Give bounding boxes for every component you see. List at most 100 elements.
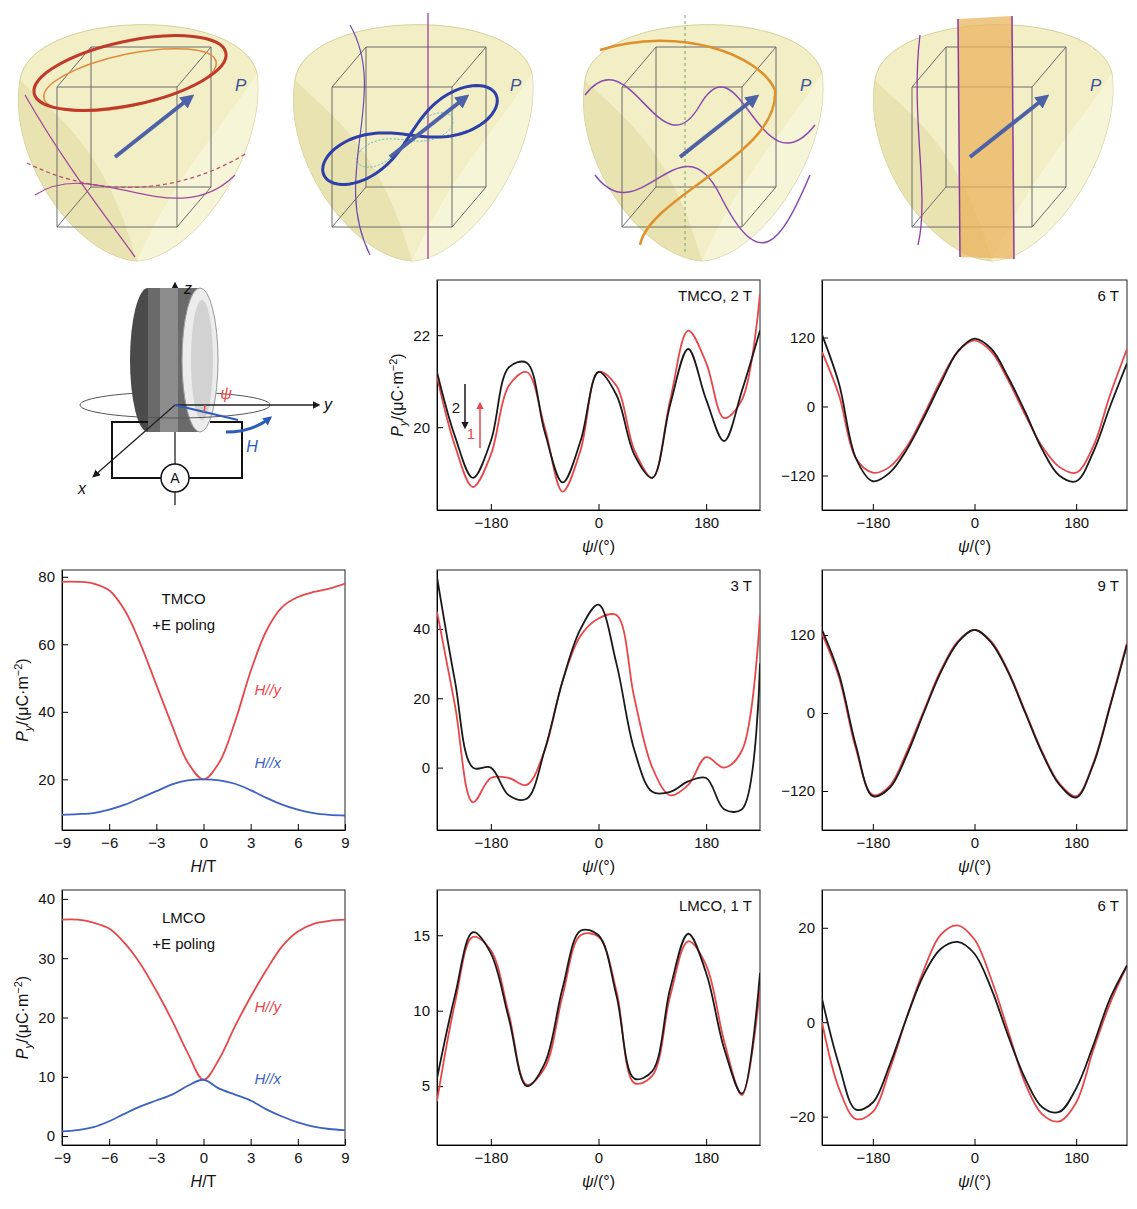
tick: 0 (595, 824, 603, 851)
x-axis-line (438, 510, 761, 511)
tick-mark (706, 504, 707, 510)
chart-panel: −1800180−12001206 Tψ/(°) (781, 280, 1127, 555)
data-line (62, 779, 345, 815)
x-axis-title: ψ/(°) (582, 858, 615, 875)
tick-label: −180 (474, 834, 508, 851)
ammeter-label: A (170, 470, 180, 486)
tick-label: 0 (595, 514, 603, 531)
tick-label: 40 (38, 703, 55, 720)
tick-label: 180 (694, 834, 719, 851)
tick-mark (437, 1011, 443, 1012)
panel-title: 6 T (1098, 897, 1119, 914)
tick: −6 (101, 1139, 118, 1166)
tick-label: 3 (247, 834, 255, 851)
tick-mark (491, 504, 492, 510)
tick-mark (822, 713, 828, 714)
y-axis-title: Py/(μC·m−2) (12, 976, 34, 1059)
polarization-label: P (510, 76, 522, 95)
polarization-label: P (235, 76, 247, 95)
z-label: z (183, 280, 192, 297)
panel-title: 3 T (731, 577, 752, 594)
panel-title: 6 T (1098, 287, 1119, 304)
surface-body (18, 25, 258, 261)
polarization-arrow (115, 97, 191, 157)
tick-label: 180 (1064, 1149, 1089, 1166)
tick: 0 (807, 398, 828, 415)
tick-mark (345, 824, 346, 830)
x-axis-line (823, 830, 1128, 831)
tick: 0 (47, 1127, 68, 1144)
surface-curve (35, 175, 235, 198)
plot-area (437, 930, 760, 1102)
tick-label: 3 (247, 1149, 255, 1166)
surface-body (293, 25, 533, 261)
plot-frame (437, 280, 760, 510)
panel-title: TMCO (162, 590, 206, 607)
tick: 6 (294, 824, 302, 851)
tick-label: −180 (856, 834, 890, 851)
tick-mark (298, 824, 299, 830)
surface-curve (25, 95, 135, 257)
panel-title: LMCO, 1 T (679, 897, 752, 914)
tick-label: 120 (790, 626, 815, 643)
tick: 0 (971, 504, 979, 531)
surface-curve (27, 153, 247, 187)
tick: −180 (474, 824, 508, 851)
series-label: 2 (452, 399, 460, 416)
x-axis (94, 405, 175, 476)
tick-label: 15 (413, 927, 430, 944)
data-line (437, 930, 760, 1094)
label-part: −2 (12, 981, 24, 994)
tick-label: 0 (971, 834, 979, 851)
tick-mark (156, 824, 157, 830)
tick: 0 (971, 824, 979, 851)
x-axis-title: H/T (191, 1173, 217, 1190)
tick: −180 (474, 1139, 508, 1166)
tick: 40 (38, 890, 68, 907)
data-line (437, 331, 760, 483)
polarization-arrow (390, 97, 466, 157)
plot-area (437, 577, 760, 812)
tick-label: 5 (422, 1077, 430, 1094)
tick: −120 (781, 467, 828, 484)
panel-title: LMCO (162, 909, 205, 926)
surface-curve (595, 166, 810, 242)
surface-render: P (583, 15, 823, 261)
plot-frame (437, 890, 760, 1145)
tick-mark (62, 577, 68, 578)
tick-label: 40 (38, 890, 55, 907)
tick-label: 0 (807, 704, 815, 721)
tick: 3 (247, 1139, 255, 1166)
tick-label: 6 (294, 834, 302, 851)
tick-label: 0 (807, 398, 815, 415)
x-axis: −9−6−30369 (54, 824, 350, 851)
tick-mark (251, 824, 252, 830)
label-part: ψ (582, 1173, 594, 1190)
data-line (62, 919, 345, 1079)
polarization-arrow (970, 97, 1046, 157)
series-label: H//y (254, 998, 282, 1015)
label-part: P (14, 1048, 31, 1059)
tick-label: 10 (413, 1002, 430, 1019)
tick: 0 (200, 824, 208, 851)
x-axis: −1800180 (438, 1139, 761, 1166)
field-label: H (246, 438, 258, 455)
tick: 0 (200, 1139, 208, 1166)
plot-frame (822, 570, 1127, 830)
tick: 180 (1064, 1139, 1089, 1166)
data-line (437, 933, 760, 1101)
tick: 0 (971, 1139, 979, 1166)
plot-area (62, 582, 345, 816)
surface-body (583, 25, 823, 261)
plot-area (822, 630, 1127, 798)
tick-mark (975, 1139, 976, 1145)
x-axis-title: ψ/(°) (958, 858, 991, 875)
surface-shade (293, 80, 412, 261)
x-axis-title: H/T (191, 858, 217, 875)
tick-label: 20 (413, 419, 430, 436)
polarization-arrow (680, 97, 756, 157)
polarization-label: P (1090, 76, 1102, 95)
y-axis: −20020 (790, 891, 828, 1146)
tick-label: 0 (971, 1149, 979, 1166)
label-part: ) (14, 976, 31, 981)
